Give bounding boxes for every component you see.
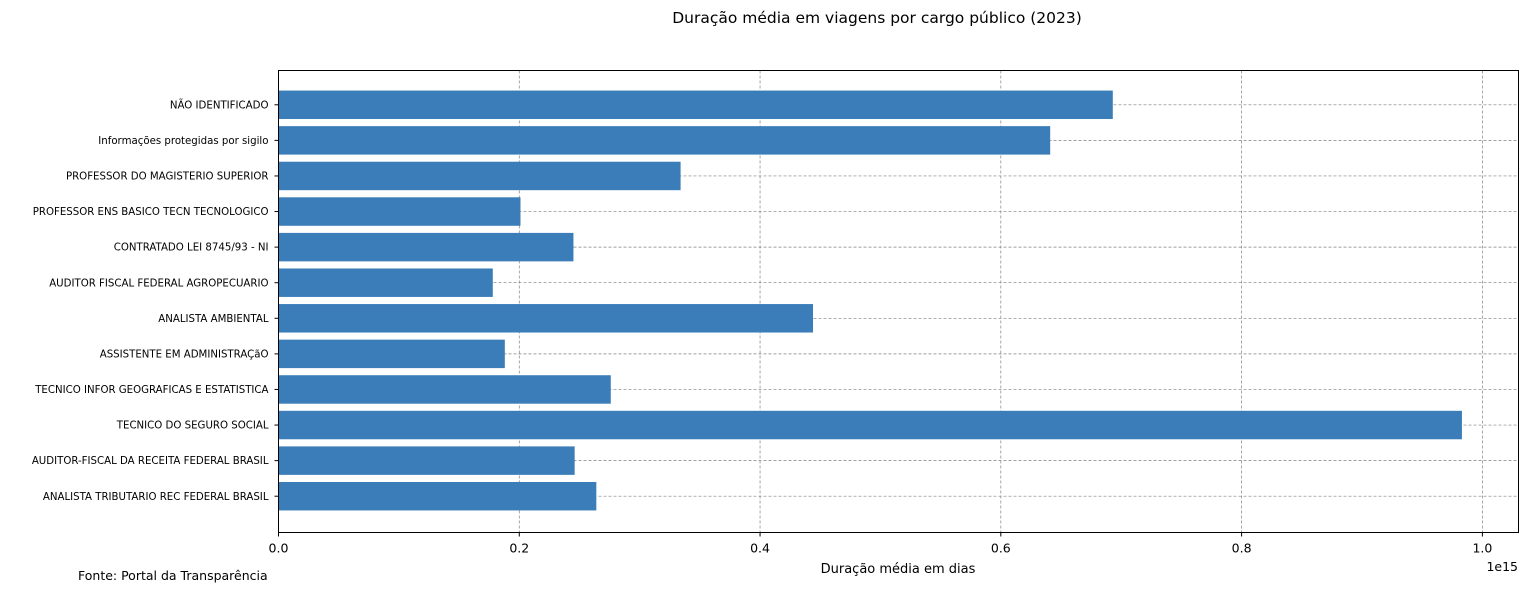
y-tick-label: TECNICO DO SEGURO SOCIAL	[116, 421, 269, 432]
x-tick-labels: 0.0 0.2 0.4 0.6 0.8 1.0	[269, 532, 1492, 556]
y-tick-label: ANALISTA TRIBUTARIO REC FEDERAL BRASIL	[43, 492, 269, 503]
x-scale-offset: 1e15	[1486, 559, 1518, 574]
bar	[278, 90, 1113, 120]
y-tick-label: PROFESSOR ENS BASICO TECN TECNOLOGICO	[33, 207, 269, 218]
bar	[278, 161, 681, 191]
y-tick-label: PROFESSOR DO MAGISTERIO SUPERIOR	[66, 172, 269, 183]
chart-title: Duração média em viagens por cargo públi…	[672, 9, 1082, 27]
y-tick-label: NÃO IDENTIFICADO	[170, 98, 269, 111]
bar	[278, 339, 505, 369]
x-tick-label: 0.0	[269, 541, 289, 556]
bar	[278, 446, 575, 475]
y-tick-label: ASSISTENTE EM ADMINISTRAÇãO	[100, 349, 269, 360]
bars	[278, 90, 1462, 511]
bar	[278, 481, 597, 511]
x-axis-label: Duração média em dias	[821, 562, 976, 577]
y-tick-label: ANALISTA AMBIENTAL	[158, 314, 269, 325]
bar	[278, 126, 1051, 155]
bar	[278, 410, 1462, 440]
bar	[278, 375, 611, 404]
bar	[278, 197, 521, 226]
y-tick-label: AUDITOR-FISCAL DA RECEITA FEDERAL BRASIL	[32, 456, 269, 467]
bar	[278, 232, 574, 262]
y-tick-label: AUDITOR FISCAL FEDERAL AGROPECUARIO	[49, 278, 268, 289]
source-note: Fonte: Portal da Transparência	[78, 568, 268, 583]
x-tick-label: 1.0	[1472, 541, 1492, 556]
x-tick-label: 0.2	[509, 541, 529, 556]
x-tick-label: 0.6	[991, 541, 1011, 556]
y-tick-labels: ANALISTA TRIBUTARIO REC FEDERAL BRASIL AU…	[32, 98, 279, 503]
y-tick-label: CONTRATADO LEI 8745/93 - NI	[114, 243, 269, 254]
bar	[278, 304, 814, 333]
y-tick-label: Informações protegidas por sigilo	[98, 136, 268, 147]
x-tick-label: 0.8	[1232, 541, 1252, 556]
x-tick-label: 0.4	[750, 541, 770, 556]
plot-frame	[278, 70, 1519, 533]
bar	[278, 268, 493, 297]
y-tick-label: TECNICO INFOR GEOGRAFICAS E ESTATISTICA	[34, 385, 268, 396]
